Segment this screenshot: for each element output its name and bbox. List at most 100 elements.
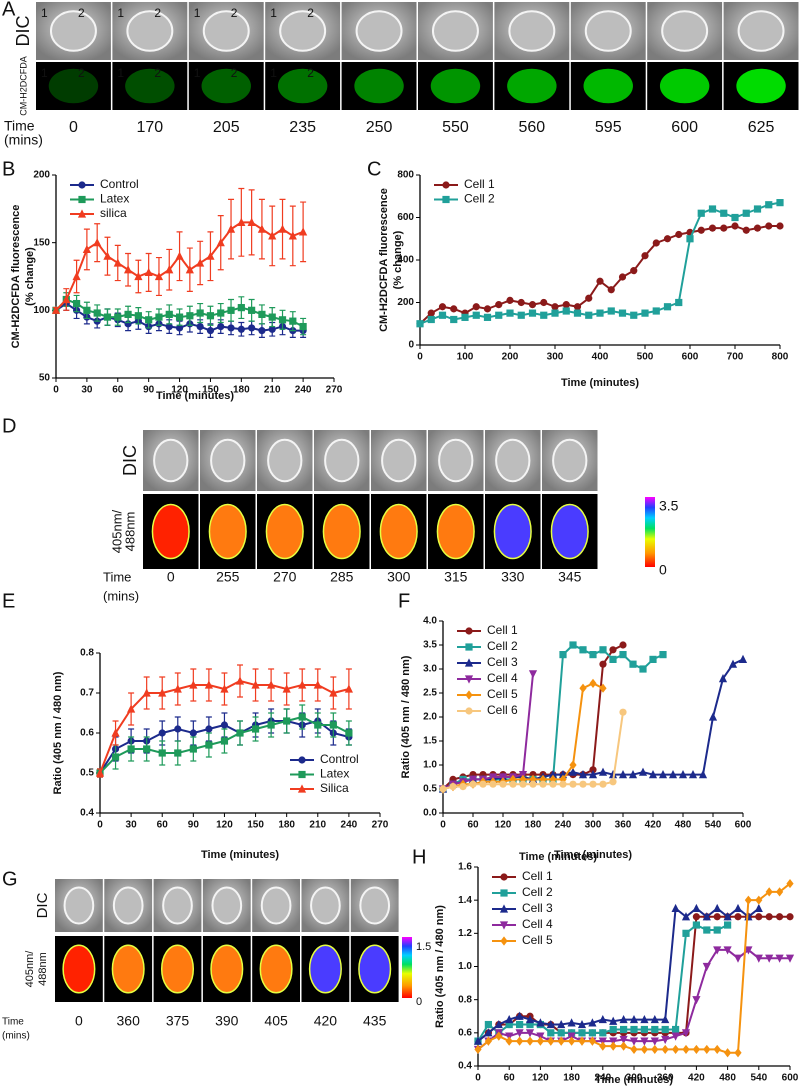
data-point	[620, 1025, 628, 1034]
data-point	[549, 780, 557, 788]
data-point	[688, 770, 698, 779]
cell-signal	[354, 68, 404, 104]
data-point	[175, 251, 184, 260]
x-tick-label: 0	[475, 1073, 481, 1084]
data-point	[282, 684, 291, 693]
data-point	[755, 913, 763, 921]
cell-signal	[125, 68, 175, 104]
data-point	[299, 227, 308, 236]
data-point	[702, 912, 711, 921]
x-tick-label: 100	[457, 352, 474, 363]
legend-label: Cell 1	[522, 869, 553, 883]
data-point	[127, 704, 136, 713]
x-tick-label: 90	[143, 385, 155, 396]
data-point	[83, 306, 91, 314]
annotation: Time (minutes)	[519, 851, 597, 863]
time-label: 330	[501, 569, 525, 585]
data-point	[506, 296, 514, 304]
data-point	[629, 1037, 639, 1046]
data-point	[630, 311, 638, 319]
x-tick-label: 420	[688, 1073, 705, 1084]
time-axis-label: Time	[2, 1017, 24, 1028]
data-point	[439, 785, 447, 793]
data-point	[186, 312, 194, 320]
data-point	[174, 749, 182, 757]
legend-label: Cell 5	[487, 687, 518, 701]
cell-outline	[508, 10, 556, 52]
legend-label: Cell 2	[464, 192, 495, 206]
x-tick-label: 800	[772, 352, 789, 363]
y-tick-label: 200	[33, 170, 50, 181]
y-axis-label: CM-H2DCFDA fluorescence	[378, 188, 390, 332]
data-point	[559, 780, 567, 788]
data-point	[651, 1044, 659, 1055]
data-point	[697, 226, 705, 234]
y-tick-label: 800	[397, 170, 414, 181]
cell-signal	[550, 503, 589, 560]
legend-marker	[465, 627, 473, 635]
data-point	[630, 1025, 638, 1034]
cell-signal	[507, 68, 557, 104]
data-point	[651, 1025, 659, 1034]
cell-signal	[493, 503, 532, 560]
data-point	[528, 670, 538, 679]
y-axis-label: CM-H2DCFDA fluorescence	[10, 205, 22, 349]
data-point	[144, 267, 153, 277]
y-tick-label: 3.0	[423, 664, 437, 675]
data-point	[479, 780, 487, 788]
cell-signal	[208, 503, 247, 560]
data-point	[731, 222, 739, 230]
data-point	[227, 306, 235, 314]
time-axis-label: Time	[4, 118, 35, 134]
panel-label: H	[412, 846, 426, 868]
time-label: 250	[366, 119, 393, 136]
x-tick-label: 150	[247, 820, 264, 831]
data-point	[753, 205, 762, 213]
data-point	[599, 780, 607, 788]
data-point	[609, 655, 617, 663]
data-point	[708, 224, 717, 232]
data-point	[609, 1041, 617, 1051]
cell-signal	[48, 68, 99, 104]
data-point	[111, 753, 120, 761]
legend-label: Cell 5	[522, 933, 553, 947]
y-tick-label: 0.5	[423, 784, 437, 795]
y-tick-label: 0.6	[458, 1027, 472, 1038]
cell-outline	[495, 438, 531, 483]
cell-outline	[431, 10, 479, 52]
cell-signal	[583, 68, 633, 104]
legend-marker	[78, 181, 86, 189]
data-point	[158, 688, 167, 697]
data-point	[547, 1029, 555, 1037]
data-point	[753, 224, 762, 232]
data-point	[708, 205, 717, 213]
cell-signal	[201, 68, 251, 104]
x-tick-label: 210	[309, 820, 326, 831]
cell-label: 2	[78, 66, 85, 80]
time-label: 420	[314, 1013, 338, 1029]
data-point	[607, 307, 615, 315]
data-point	[72, 271, 81, 281]
data-point	[474, 1044, 482, 1055]
cell-signal	[160, 944, 195, 994]
legend-label: Cell 2	[522, 885, 553, 899]
data-point	[675, 298, 683, 307]
data-point	[548, 770, 558, 779]
y-tick-label: 200	[397, 297, 414, 308]
x-tick-label: 0	[417, 352, 423, 363]
x-tick-label: 600	[735, 820, 752, 831]
data-point	[165, 310, 173, 318]
data-point	[154, 271, 164, 281]
data-point	[505, 1014, 514, 1024]
data-point	[495, 1031, 503, 1041]
cell-outline	[359, 886, 391, 925]
legend-marker	[297, 784, 307, 793]
data-point	[713, 913, 721, 921]
data-point	[540, 311, 548, 319]
data-point	[113, 258, 122, 267]
x-tick-label: 480	[675, 820, 692, 831]
time-label: 560	[518, 119, 545, 136]
x-tick-label: 210	[264, 385, 281, 396]
data-point	[494, 1019, 503, 1029]
data-point	[608, 770, 618, 779]
